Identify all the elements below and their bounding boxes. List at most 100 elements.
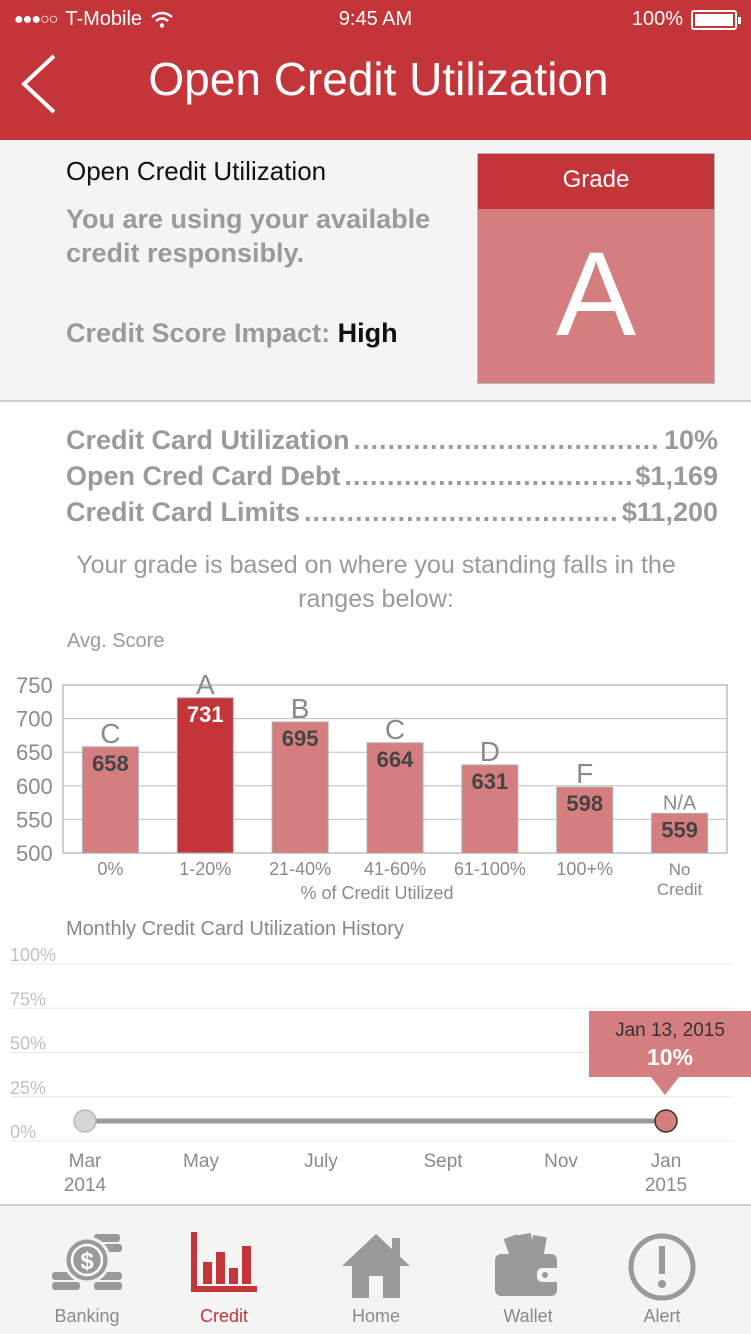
score-impact: Credit Score Impact: High <box>66 318 398 349</box>
x-tick-label: 100+% <box>556 859 613 879</box>
range-end-handle[interactable] <box>654 1109 678 1133</box>
wallet-icon <box>495 1232 561 1296</box>
bar-grade-label: C <box>100 718 120 749</box>
dot-leader <box>345 458 632 494</box>
bar-value-label: 598 <box>566 791 603 816</box>
tab-bar: $ Banking Credit Home Wall <box>0 1204 751 1334</box>
tab-credit[interactable]: Credit <box>164 1206 284 1334</box>
x-tick-label: 61-100% <box>454 859 526 879</box>
x-axis-label: % of Credit Utilized <box>300 883 453 903</box>
tab-banking[interactable]: $ Banking <box>27 1206 147 1334</box>
bar-value-label: 631 <box>471 769 508 794</box>
history-title: Monthly Credit Card Utilization History <box>66 918 404 940</box>
grade-letter: A <box>555 227 637 361</box>
x-tick-label: Sept <box>423 1151 463 1172</box>
dot-leader <box>354 422 660 458</box>
y-tick-label: 700 <box>16 707 53 732</box>
x-tick-label: Mar <box>69 1151 102 1172</box>
tab-label: Alert <box>643 1306 681 1326</box>
bar-grade-label: B <box>291 693 310 724</box>
bar-value-label: 664 <box>377 747 414 772</box>
x-tick-label: 41-60% <box>364 859 426 879</box>
x-tick-label: 1-20% <box>179 859 231 879</box>
battery-indicator: 100% <box>631 8 741 31</box>
tooltip-date: Jan 13, 2015 <box>615 1020 725 1041</box>
chart-bar <box>651 812 709 854</box>
y-tick-label: 650 <box>16 740 53 765</box>
score-impact-value: High <box>337 318 398 348</box>
stat-label: Credit Card Limits <box>66 497 301 527</box>
bar-chart-icon <box>191 1232 257 1292</box>
tab-label: Wallet <box>503 1306 553 1326</box>
x-tick-label: July <box>304 1151 338 1172</box>
back-button[interactable] <box>18 52 66 116</box>
x-tick-label: 21-40% <box>269 859 331 879</box>
tab-label: Banking <box>54 1306 120 1326</box>
stat-value: 10% <box>663 425 718 455</box>
nav-header: ●●●○○ T-Mobile 9:45 AM 100% Open Credit … <box>0 0 751 140</box>
dot-leader <box>304 494 618 530</box>
svg-text:$: $ <box>80 1248 94 1275</box>
bar-value-label: 658 <box>92 751 129 776</box>
tab-alert[interactable]: Alert <box>602 1206 722 1334</box>
status-bar: ●●●○○ T-Mobile 9:45 AM 100% <box>0 6 751 34</box>
y-tick-label: 50% <box>10 1034 46 1054</box>
carrier-indicator: ●●●○○ T-Mobile <box>14 8 174 31</box>
score-bar-chart: 750700650600550500658C0%731A1-20%695B21-… <box>16 669 728 903</box>
grade-label: Grade <box>478 154 714 209</box>
bar-value-label: 559 <box>661 817 698 842</box>
x-tick-label: 2015 <box>645 1175 687 1196</box>
tooltip-value: 10% <box>646 1044 694 1070</box>
bar-value-label: 695 <box>282 726 319 751</box>
y-tick-label: 550 <box>16 807 53 832</box>
y-tick-label: 75% <box>10 989 46 1009</box>
chart-bar <box>81 746 139 854</box>
bar-grade-label: A <box>196 669 215 700</box>
wifi-icon <box>151 11 173 28</box>
utilization-history-chart: 100% 75% 50% 25% 0% Mar 2014 May July Sept Nov Jan 2… <box>10 945 733 1196</box>
avg-score-label: Avg. Score <box>67 630 165 652</box>
home-icon <box>342 1234 410 1298</box>
chart-bar <box>556 786 614 854</box>
status-time: 9:45 AM <box>338 8 413 30</box>
stat-row: Credit Card Limits $11,200 <box>66 494 718 530</box>
signal-icon: ●●●○○ <box>14 10 58 28</box>
battery-percent: 100% <box>631 8 683 30</box>
y-tick-label: 750 <box>16 673 53 698</box>
y-tick-label: 0% <box>10 1122 36 1142</box>
chart-bar <box>271 721 329 854</box>
bar-grade-label: D <box>480 736 500 767</box>
stat-value: $1,169 <box>635 461 718 491</box>
stat-label: Open Cred Card Debt <box>66 461 341 491</box>
chart-bar <box>461 764 519 854</box>
history-tooltip: Jan 13, 2015 10% <box>589 1011 751 1095</box>
chart-bar <box>176 697 234 854</box>
x-tick-label: 0% <box>97 859 123 879</box>
x-tick-label: Credit <box>657 880 703 899</box>
x-tick-label: May <box>183 1151 219 1172</box>
bar-grade-label: N/A <box>663 792 697 814</box>
coins-icon: $ <box>52 1234 122 1290</box>
page-title: Open Credit Utilization <box>148 53 609 105</box>
score-impact-label: Credit Score Impact: <box>66 318 331 348</box>
alert-icon <box>628 1233 696 1301</box>
y-tick-label: 100% <box>10 945 56 965</box>
bar-grade-label: C <box>385 714 405 745</box>
stat-row: Open Cred Card Debt $1,169 <box>66 458 718 494</box>
x-tick-label: Jan <box>651 1151 682 1172</box>
bar-grade-label: F <box>576 758 593 789</box>
tab-label: Credit <box>199 1306 248 1326</box>
bar-value-label: 731 <box>187 702 224 727</box>
summary-title: Open Credit Utilization <box>66 156 327 186</box>
range-start-handle[interactable] <box>73 1109 97 1133</box>
y-tick-label: 600 <box>16 774 53 799</box>
tab-home[interactable]: Home <box>316 1206 436 1334</box>
utilization-stats: Credit Card Utilization 10% Open Cred Ca… <box>66 422 718 530</box>
summary-panel: Open Credit Utilization You are using yo… <box>0 140 751 402</box>
x-tick-label: 2014 <box>64 1175 107 1196</box>
y-tick-label: 25% <box>10 1078 46 1098</box>
chart-bar <box>366 742 424 854</box>
tab-wallet[interactable]: Wallet <box>468 1206 588 1334</box>
battery-icon <box>691 9 741 30</box>
y-tick-label: 500 <box>16 841 53 866</box>
